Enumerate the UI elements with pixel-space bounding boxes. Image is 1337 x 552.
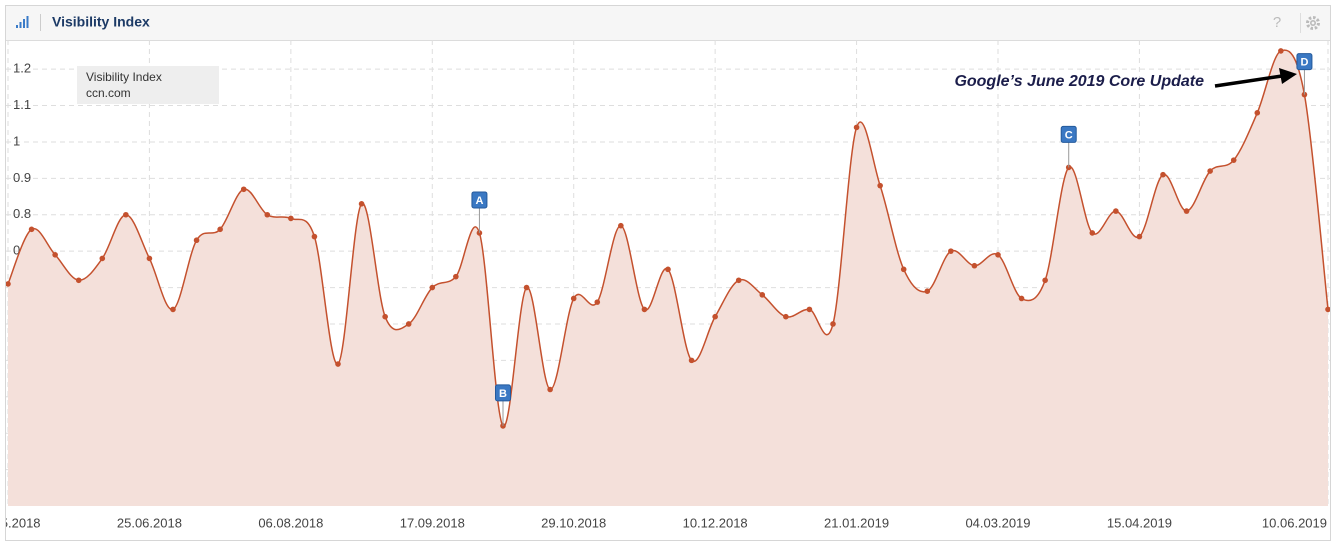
x-tick-label: 25.06.2018	[117, 515, 182, 530]
data-point	[382, 313, 388, 320]
annotation-arrow	[1214, 74, 1283, 88]
data-point	[1160, 171, 1166, 178]
data-point	[1089, 230, 1096, 236]
data-point	[146, 255, 153, 262]
data-point	[523, 284, 530, 291]
data-point	[1018, 295, 1025, 302]
x-tick-label: 04.03.2019	[965, 515, 1030, 530]
data-point	[453, 273, 459, 280]
overlay: Visibility Index ccn.com Google’s June 2…	[77, 53, 1313, 426]
event-marker	[1060, 125, 1077, 143]
x-tick-label: 21.01.2019	[824, 515, 889, 530]
data-point	[6, 281, 11, 287]
annotation-arrowhead	[1279, 68, 1297, 84]
data-point	[995, 251, 1001, 258]
data-point	[594, 299, 601, 305]
data-point	[1325, 306, 1330, 313]
y-tick-label: 1	[13, 133, 20, 148]
x-tick-label: 29.10.2018	[541, 515, 606, 530]
data-point	[665, 266, 671, 273]
data-point	[948, 248, 954, 254]
data-point	[99, 255, 106, 262]
event-marker-label: D	[1300, 57, 1308, 69]
legend-box	[77, 66, 219, 104]
data-point	[971, 262, 978, 269]
data-point	[830, 321, 836, 327]
data-point	[405, 321, 412, 327]
data-point	[358, 201, 365, 207]
widget-title: Visibility Index	[52, 14, 150, 30]
data-point	[547, 386, 553, 393]
data-point	[1278, 48, 1284, 54]
x-tick-label: 15.04.2019	[1107, 515, 1172, 530]
annotation: Google’s June 2019 Core Update	[954, 73, 1204, 90]
x-tick-label: 10.06.2019	[1262, 515, 1327, 530]
y-tick-label: 1.1	[13, 97, 31, 112]
event-marker-label: A	[475, 195, 483, 207]
x-tick-label: 10.12.2018	[683, 515, 748, 530]
data-point	[170, 306, 176, 313]
data-point	[1042, 277, 1048, 284]
data-point	[1207, 168, 1213, 174]
legend-title: Visibility Index	[86, 70, 162, 84]
data-point	[570, 295, 577, 302]
data-point	[429, 284, 436, 291]
data-point	[1254, 110, 1261, 116]
data-point	[1230, 157, 1237, 163]
data-point	[193, 237, 200, 244]
data-point	[28, 226, 35, 233]
data-point	[311, 233, 318, 240]
y-tick-label: 1.2	[13, 61, 31, 76]
data-point	[217, 226, 223, 233]
header-bar	[6, 6, 1330, 40]
plot: 14.05.2018 25.06.2018 06.08.2018 17.09.2018…	[0, 40, 1330, 530]
legend-domain: ccn.com	[86, 86, 131, 100]
data-point	[853, 124, 860, 131]
x-tick-label: 17.09.2018	[400, 515, 465, 530]
data-point	[641, 306, 648, 313]
area	[8, 50, 1328, 506]
event-marker	[495, 384, 511, 402]
event-marker	[1296, 53, 1313, 71]
data-point	[1136, 233, 1143, 240]
data-point	[783, 313, 789, 320]
data-point	[924, 288, 931, 295]
data-point	[806, 306, 813, 313]
y-tick-label: 0.8	[13, 206, 31, 221]
data-point	[335, 361, 341, 367]
data-point	[240, 186, 247, 193]
data-point	[1113, 208, 1119, 214]
event-marker	[471, 191, 488, 209]
data-point	[688, 357, 695, 364]
x-tick-label: 06.08.2018	[258, 515, 323, 530]
help-icon[interactable]: ?	[1273, 14, 1281, 31]
data-point	[712, 313, 718, 320]
data-point	[264, 211, 271, 218]
data-point	[759, 292, 766, 298]
data-point	[288, 215, 294, 222]
data-point	[900, 266, 907, 273]
y-tick-label: 0.9	[13, 170, 31, 185]
data-point	[75, 277, 82, 284]
data-point	[52, 251, 58, 258]
data-point	[618, 222, 624, 229]
data-point	[123, 211, 129, 218]
data-point	[1183, 208, 1190, 214]
signal-icon	[16, 16, 29, 28]
settings-icon[interactable]	[1306, 16, 1320, 30]
x-tick-label: 14.05.2018	[0, 515, 41, 530]
event-marker-label: B	[499, 388, 507, 400]
data-point	[735, 277, 742, 284]
data-point	[877, 182, 883, 189]
event-marker-label: C	[1065, 129, 1073, 141]
line	[7, 49, 1329, 427]
